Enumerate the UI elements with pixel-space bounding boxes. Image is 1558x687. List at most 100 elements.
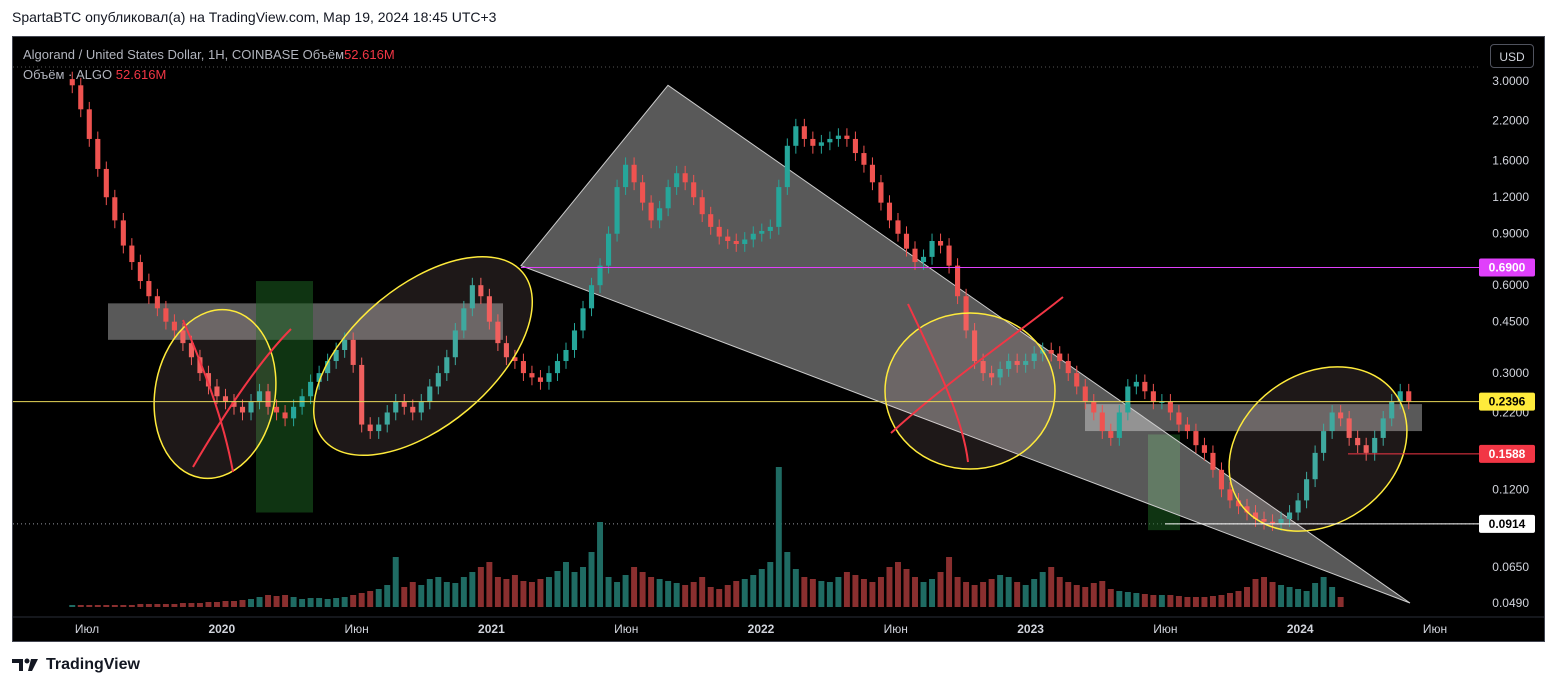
volume-bar — [1014, 582, 1021, 607]
candle-body — [95, 138, 101, 169]
candle-body — [869, 164, 875, 183]
candle-body — [1304, 479, 1310, 501]
candle-body — [248, 401, 254, 413]
candle-body — [469, 285, 475, 309]
legend-volume-row[interactable]: Объём · ALGO 52.616M — [23, 67, 166, 82]
candle-body — [1287, 512, 1293, 520]
volume-bar — [341, 597, 348, 607]
volume-bar — [1218, 595, 1225, 607]
volume-bar — [375, 589, 382, 607]
volume-bar — [171, 604, 178, 607]
legend-volume-study-label[interactable]: Объём · ALGO — [23, 67, 113, 82]
candle-body — [452, 330, 458, 358]
candle-body — [393, 401, 399, 413]
volume-bar — [299, 599, 306, 607]
price-lines-layer — [13, 266, 1479, 525]
volume-bar — [1192, 597, 1199, 607]
legend-symbol-row[interactable]: Algorand / United States Dollar, 1H, COI… — [23, 47, 395, 62]
grid-layer — [13, 66, 1479, 525]
candle-body — [1210, 452, 1216, 470]
candles-layer — [69, 71, 1412, 531]
tradingview-footer[interactable]: TradingView — [12, 654, 140, 676]
chart-canvas[interactable]: 3.0000 2.2000 1.6000 1.2000 0.9000 0.6000 0.45… — [13, 37, 1544, 641]
volume-bar — [248, 599, 255, 607]
volume-bar — [316, 598, 323, 607]
candle-body — [350, 339, 356, 365]
volume-bar — [307, 598, 314, 607]
volume-bar — [775, 467, 782, 607]
candle-body — [972, 330, 978, 362]
highlight-ellipse — [153, 308, 277, 480]
volume-bar — [86, 605, 93, 607]
volume-bar — [843, 572, 850, 607]
volume-bar — [767, 562, 774, 607]
candle-body — [537, 377, 544, 382]
currency-button[interactable]: USD — [1490, 44, 1534, 68]
candle-body — [1321, 431, 1327, 453]
volume-layer — [69, 467, 1344, 607]
candle-body — [946, 245, 952, 266]
candle-body — [614, 187, 620, 234]
candle-body — [1389, 401, 1395, 419]
candle-body — [239, 406, 246, 413]
volume-bar — [741, 579, 748, 607]
volume-bar — [758, 569, 765, 607]
candle-body — [112, 197, 118, 221]
candle-body — [1397, 391, 1403, 402]
candle-body — [444, 357, 450, 374]
candle-body — [274, 406, 280, 413]
price-tick-label: 0.0490 — [1492, 596, 1529, 610]
candle-body — [546, 373, 552, 382]
time-tick-label: 2021 — [478, 622, 505, 636]
candle-body — [1014, 361, 1020, 365]
volume-bar — [946, 557, 953, 607]
tradingview-logo-icon — [12, 658, 38, 671]
volume-bar — [265, 595, 272, 607]
volume-bar — [409, 582, 416, 607]
candle-body — [929, 240, 935, 257]
volume-bar — [656, 579, 663, 607]
volume-bar — [1065, 582, 1072, 607]
candle-body — [640, 182, 646, 203]
candle-body — [222, 396, 229, 402]
volume-bar — [120, 605, 127, 607]
candle-body — [427, 386, 433, 402]
volume-bar — [1150, 595, 1157, 607]
volume-bar — [239, 600, 246, 607]
volume-bar — [792, 569, 799, 607]
volume-bar — [571, 572, 578, 607]
candle-body — [418, 401, 424, 413]
price-tick-label: 0.6000 — [1492, 278, 1529, 292]
volume-bar — [690, 582, 697, 607]
legend-symbol-title[interactable]: Algorand / United States Dollar, 1H, COI… — [23, 47, 300, 62]
chart-frame[interactable]: 3.0000 2.2000 1.6000 1.2000 0.9000 0.6000 0.45… — [12, 36, 1545, 642]
candle-body — [1346, 418, 1352, 438]
volume-bar — [699, 577, 706, 607]
price-badge — [1479, 258, 1535, 277]
time-tick-label: 2020 — [208, 622, 235, 636]
annotation-layer — [108, 84, 1422, 604]
candle-body — [1355, 437, 1361, 446]
time-tick-label: Июн — [1153, 622, 1177, 636]
volume-bar — [94, 605, 101, 607]
price-tick-label: 3.0000 — [1492, 74, 1529, 88]
candle-body — [631, 164, 637, 183]
candle-body — [742, 239, 748, 245]
time-axis: Июл 2020 Июн 2021 Июн 2022 Июн 2023 Июн 2024 Июн — [13, 616, 1544, 636]
time-tick-label: Июн — [1423, 622, 1447, 636]
candle-body — [810, 138, 816, 146]
volume-bar — [1056, 577, 1063, 607]
volume-bar — [231, 601, 237, 607]
volume-bar — [1269, 582, 1276, 607]
volume-bar — [1201, 597, 1208, 607]
volume-bar — [1184, 597, 1191, 607]
volume-bar — [1167, 595, 1174, 607]
candle-body — [1048, 349, 1054, 354]
volume-bar — [1244, 587, 1250, 607]
candle-body — [1057, 353, 1063, 362]
price-tick-label: 0.0650 — [1492, 560, 1529, 574]
candle-body — [384, 412, 390, 425]
candle-body — [801, 126, 807, 139]
volume-bar — [537, 579, 544, 607]
volume-bar — [707, 587, 714, 607]
